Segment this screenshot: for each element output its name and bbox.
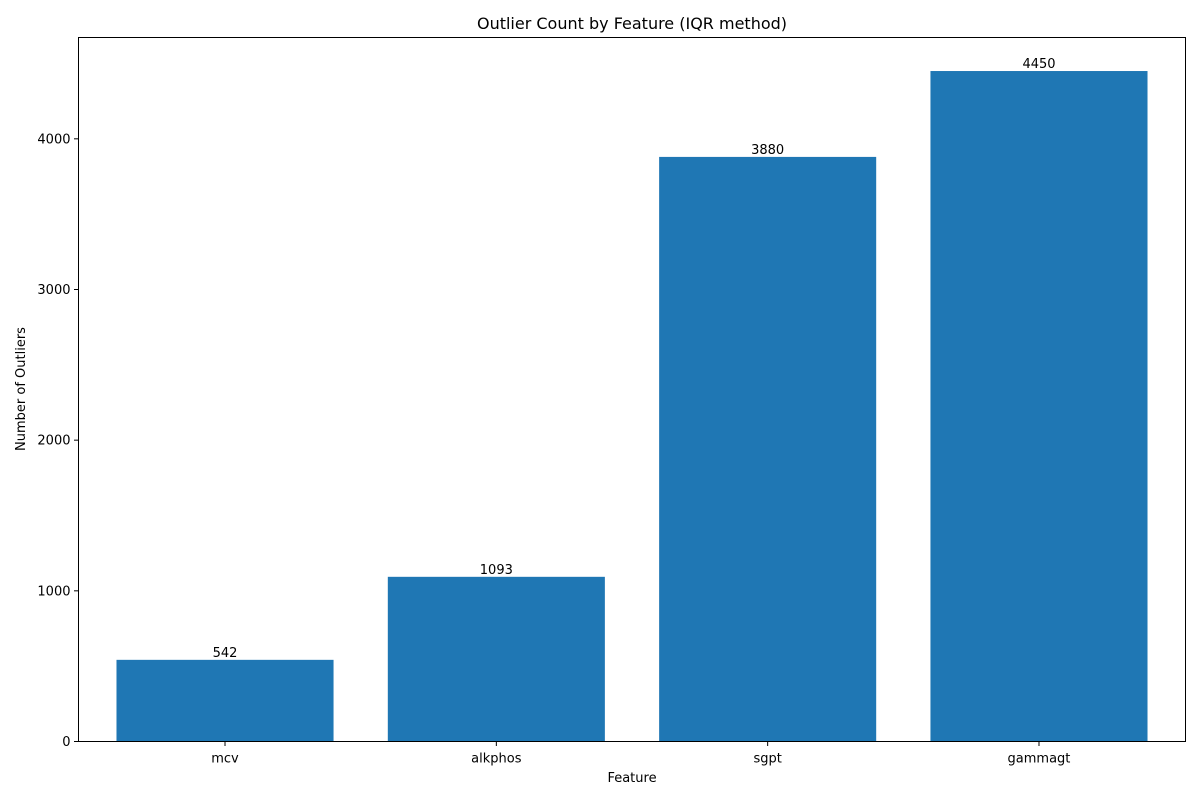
bar-value-label-mcv: 542 xyxy=(213,646,238,661)
value-labels-group: 542 1093 3880 4450 xyxy=(213,57,1056,661)
bar-value-label-alkphos: 1093 xyxy=(480,563,513,578)
y-tick-label-3000: 3000 xyxy=(37,283,70,298)
bar-value-label-sgpt: 3880 xyxy=(751,143,784,158)
y-tick-label-1000: 1000 xyxy=(37,584,70,599)
x-tick-label-alkphos: alkphos xyxy=(471,752,522,767)
plot-frame xyxy=(78,37,1186,742)
chart-title: Outlier Count by Feature (IQR method) xyxy=(477,14,787,33)
bar-gammagt xyxy=(930,71,1148,742)
bar-alkphos xyxy=(387,576,605,742)
bars-group xyxy=(116,71,1148,742)
x-tick-label-mcv: mcv xyxy=(211,752,239,767)
y-tick-label-2000: 2000 xyxy=(37,434,70,449)
x-tick-label-gammagt: gammagt xyxy=(1008,752,1071,767)
bar-mcv xyxy=(116,659,334,742)
x-axis: mcv alkphos sgpt gammagt xyxy=(211,741,1071,767)
bar-value-label-gammagt: 4450 xyxy=(1022,57,1055,72)
bar-sgpt xyxy=(659,156,877,742)
x-axis-label: Feature xyxy=(607,771,656,786)
x-tick-label-sgpt: sgpt xyxy=(753,752,781,767)
y-tick-label-4000: 4000 xyxy=(37,132,70,147)
y-tick-label-0: 0 xyxy=(62,735,70,750)
y-axis-label: Number of Outliers xyxy=(14,327,29,451)
y-axis: 0 1000 2000 3000 4000 xyxy=(37,132,79,750)
